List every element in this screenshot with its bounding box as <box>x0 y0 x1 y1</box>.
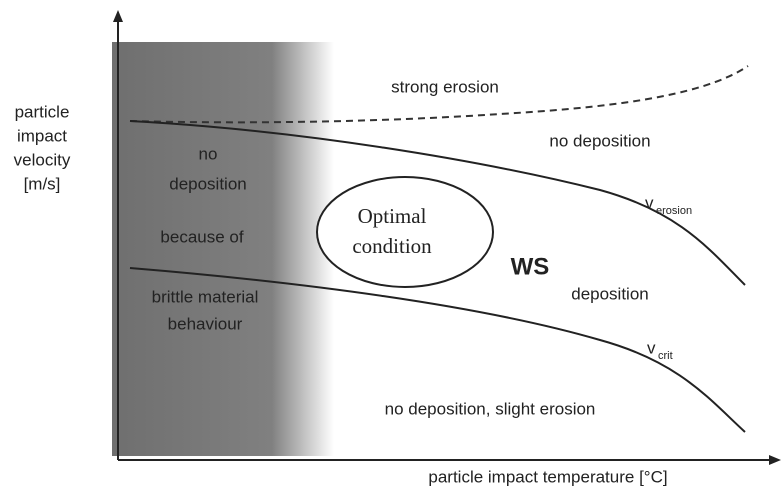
region-label: strong erosion <box>391 77 499 96</box>
x-axis-label: particle impact temperature [°C] <box>428 467 667 486</box>
erosion-limit-dashed <box>129 65 749 124</box>
optimal-label: Optimal <box>358 204 427 228</box>
region-label: brittle material <box>152 287 259 306</box>
brittle-region <box>112 42 334 456</box>
y-axis-label: [m/s] <box>24 174 61 193</box>
window-label: WS <box>511 253 550 280</box>
y-axis-label: velocity <box>14 150 71 169</box>
y-axis-label: impact <box>17 126 67 145</box>
v-erosion-curve <box>129 120 746 286</box>
region-label: behaviour <box>168 314 243 333</box>
v-crit-curve <box>129 267 746 433</box>
x-axis-arrow <box>769 455 781 465</box>
region-label: because of <box>160 227 243 246</box>
optimal-ellipse <box>316 176 494 288</box>
curve-label-subscript: erosion <box>656 205 692 217</box>
region-label: deposition <box>571 284 649 303</box>
region-label: no <box>199 144 218 163</box>
curve-label: v <box>647 338 656 357</box>
region-label: no deposition, slight erosion <box>385 399 596 418</box>
optimal-label: condition <box>352 234 432 258</box>
y-axis-arrow <box>113 10 123 22</box>
curve-label-subscript: crit <box>658 350 673 362</box>
region-label: deposition <box>169 174 247 193</box>
region-label: no deposition <box>549 131 650 150</box>
y-axis-label: particle <box>15 102 70 121</box>
curve-label: v <box>645 193 654 212</box>
